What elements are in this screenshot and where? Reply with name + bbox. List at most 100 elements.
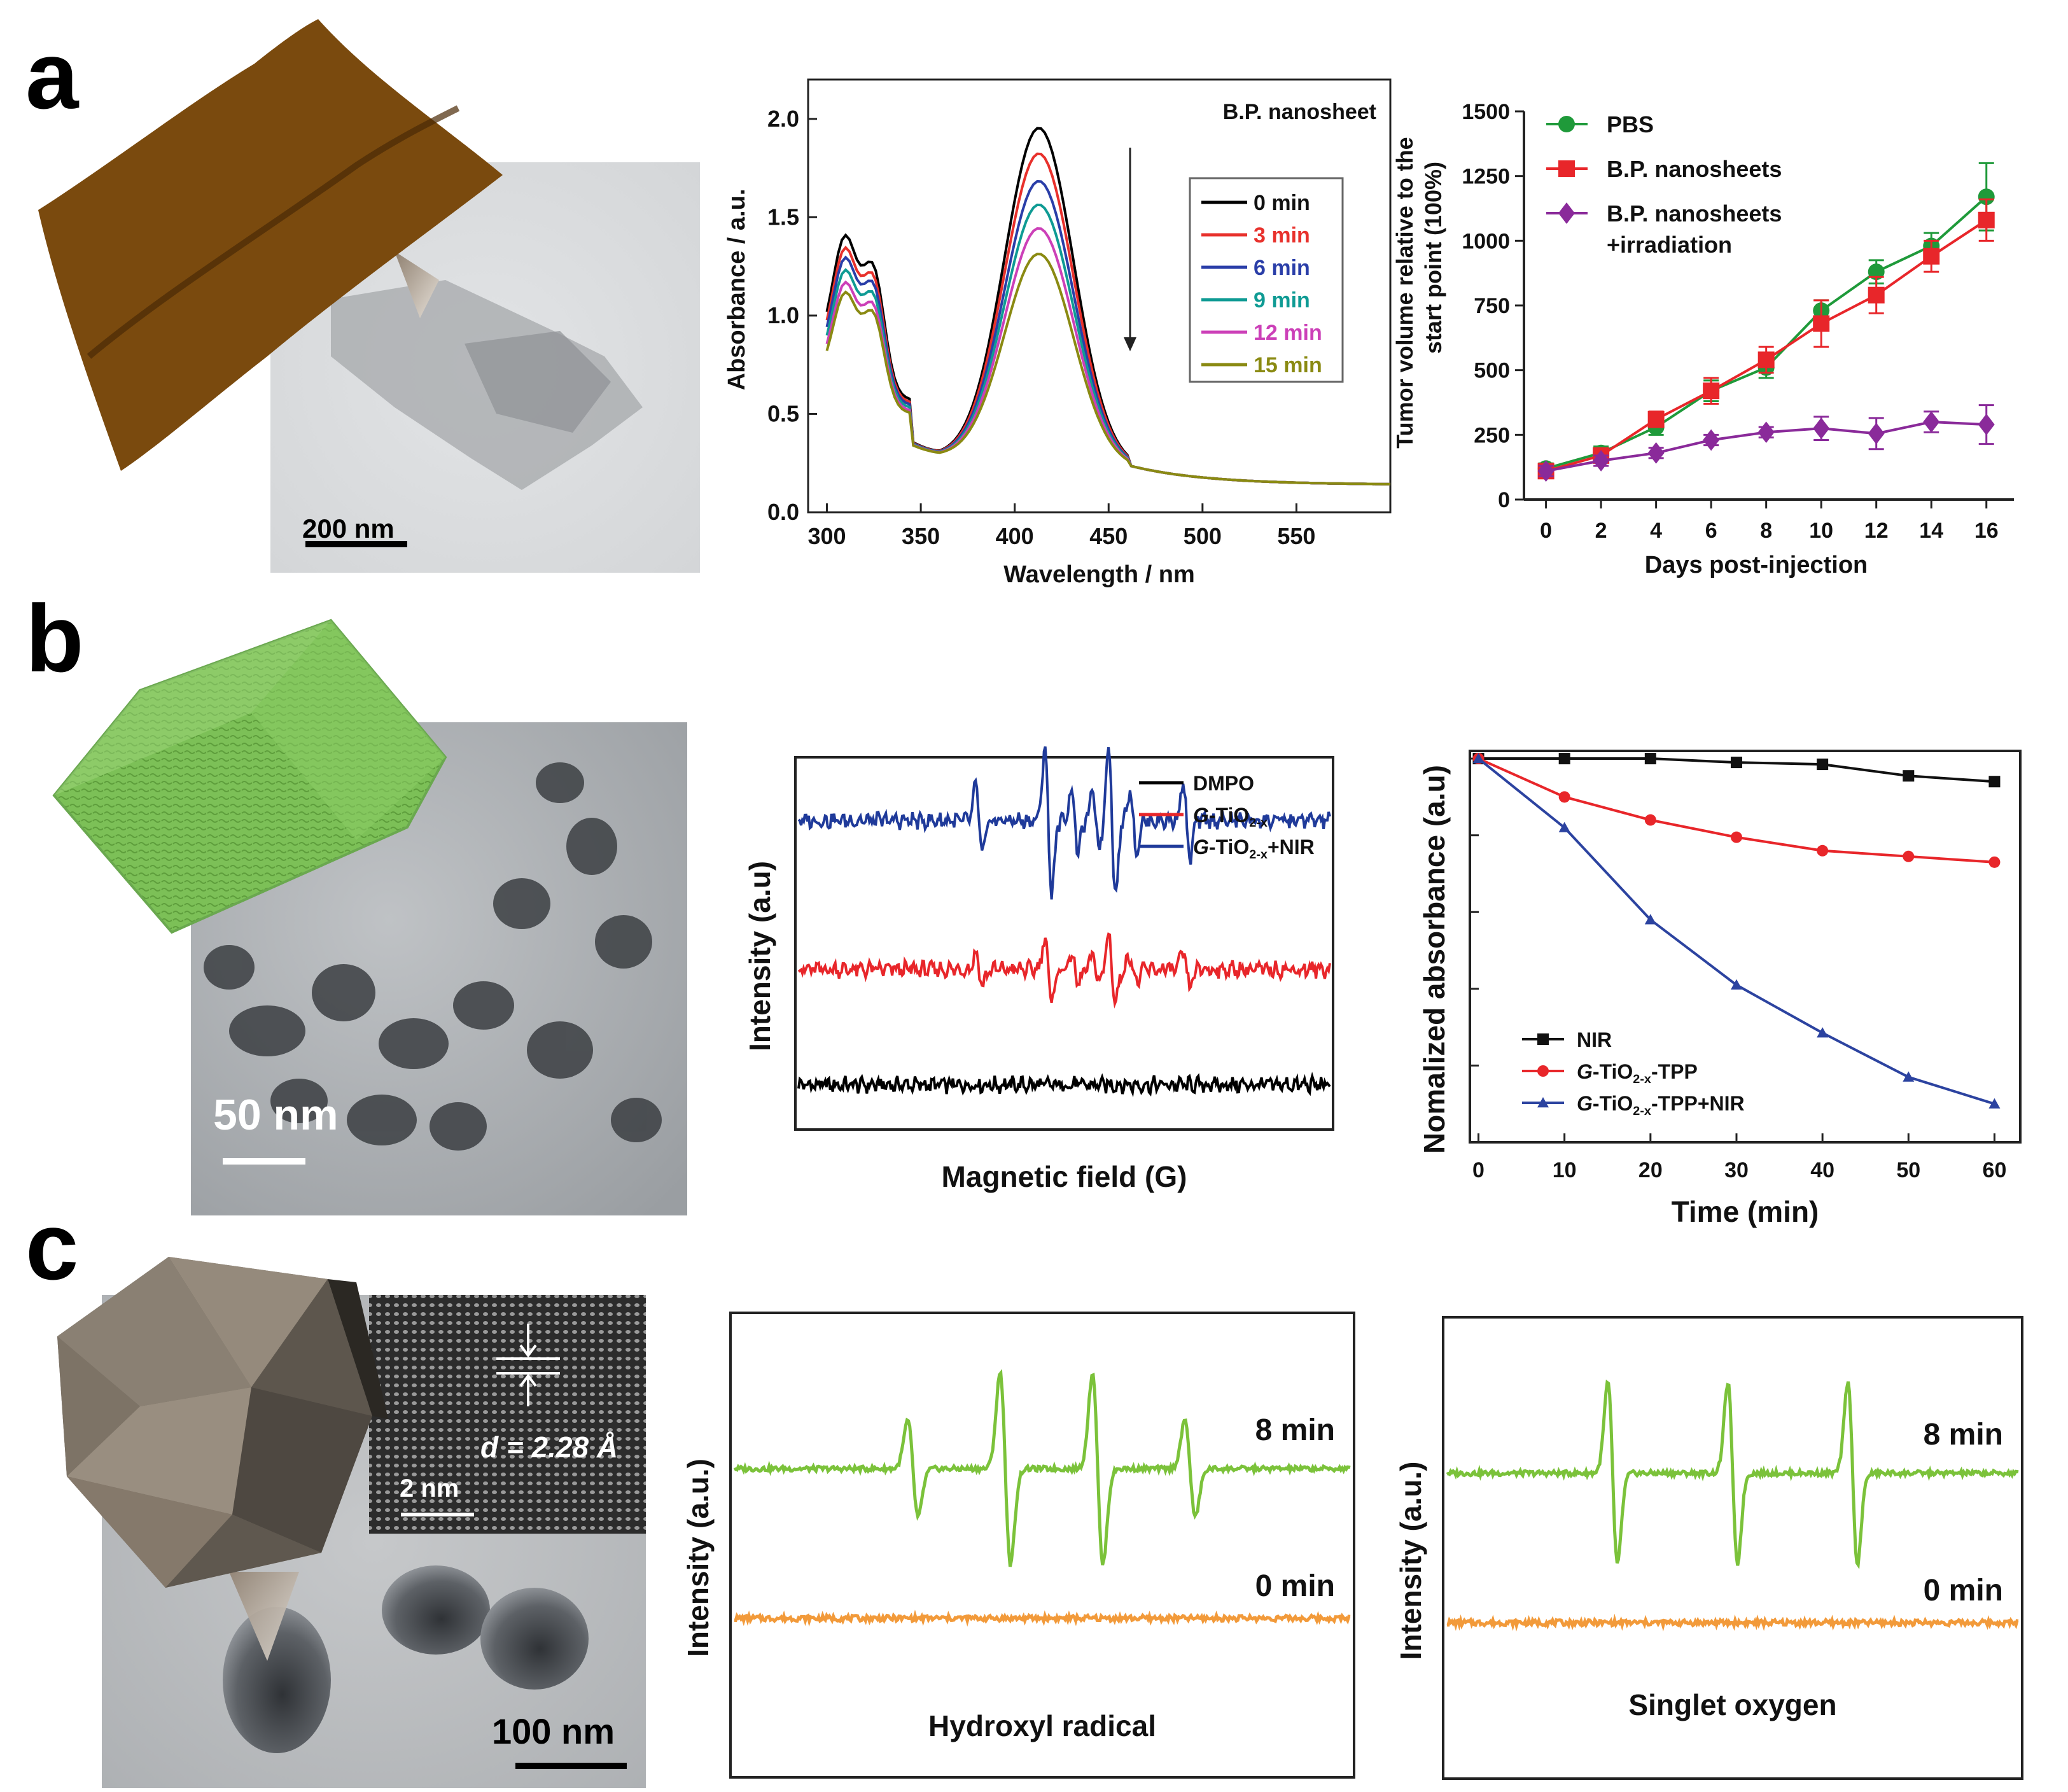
legend-label: B.P. nanosheets bbox=[1607, 200, 1782, 227]
y-tick-label: 1.5 bbox=[767, 204, 799, 230]
data-point bbox=[1644, 914, 1656, 925]
legend-label: G-TiO2-x-TPP+NIR bbox=[1577, 1092, 1745, 1118]
x-tick-label: 300 bbox=[807, 523, 846, 549]
legend-label: G-TiO2-x+NIR bbox=[1193, 836, 1315, 862]
legend-label: DMPO bbox=[1193, 772, 1254, 795]
legend-box bbox=[1189, 177, 1344, 383]
data-point bbox=[1988, 856, 2001, 868]
zoom-cone-c bbox=[229, 1572, 299, 1661]
singlet-oxygen-epr-chart: Intensity (a.u.) 8 min 0 min Singlet oxygen bbox=[1394, 1316, 2023, 1780]
data-point bbox=[1703, 382, 1720, 400]
x-tick-label: 6 bbox=[1705, 519, 1717, 543]
x-tick-label: 8 bbox=[1760, 519, 1772, 543]
x-tick-label: 10 bbox=[1809, 519, 1833, 543]
y-tick-label: 0 bbox=[1498, 488, 1510, 512]
data-point bbox=[1988, 776, 2001, 788]
epr-chart-b: Magnetic field (G) Intensity (a.u) DMPO G-T… bbox=[743, 746, 1334, 1193]
cube-3d-model bbox=[52, 619, 447, 934]
legend-label: 12 min bbox=[1254, 321, 1322, 345]
trace-label: 0 min bbox=[1255, 1569, 1335, 1603]
data-point bbox=[1537, 460, 1554, 482]
y-axis-label: Intensity (a.u.) bbox=[681, 1459, 715, 1657]
data-point bbox=[1757, 351, 1775, 368]
data-point bbox=[1730, 757, 1742, 769]
y-tick-label: 2.0 bbox=[767, 106, 799, 132]
legend-label: G-TiO2-x bbox=[1193, 804, 1268, 830]
y-axis-label: Tumor volume relative to the bbox=[1392, 137, 1418, 448]
lattice-spacing-label: d = 2.28 Å bbox=[480, 1431, 618, 1464]
x-tick-label: 30 bbox=[1724, 1158, 1749, 1182]
x-tick-label: 40 bbox=[1810, 1158, 1834, 1182]
x-tick-label: 50 bbox=[1896, 1158, 1920, 1182]
nanoparticle bbox=[480, 1588, 589, 1690]
data-point bbox=[1813, 315, 1830, 332]
plot-frame bbox=[1469, 750, 2022, 1144]
legend-label: G-TiO2-x-TPP bbox=[1577, 1060, 1698, 1086]
scale-label-a: 200 nm bbox=[302, 514, 395, 543]
spectrum-line bbox=[825, 253, 1391, 486]
data-point bbox=[1923, 248, 1940, 265]
data-point bbox=[1868, 263, 1885, 281]
y-axis-label: Intensity (a.u) bbox=[743, 861, 776, 1051]
x-axis-label: Time (min) bbox=[1672, 1195, 1819, 1228]
legend-label: 6 min bbox=[1254, 256, 1310, 280]
data-point bbox=[1923, 411, 1940, 433]
nanosheet-flake bbox=[465, 331, 611, 433]
data-point bbox=[1903, 1071, 1915, 1082]
x-tick-label: 16 bbox=[1974, 519, 1999, 543]
data-point bbox=[1978, 211, 1995, 228]
data-point bbox=[1558, 822, 1570, 832]
data-point bbox=[1644, 814, 1656, 826]
chart-title: Singlet oxygen bbox=[1628, 1688, 1836, 1721]
data-point bbox=[1978, 414, 1995, 435]
icosahedron-3d-model bbox=[57, 1257, 388, 1588]
y-tick-label: 1500 bbox=[1462, 100, 1510, 124]
y-axis-label: Nomalized absorbance (a.u) bbox=[1418, 765, 1451, 1154]
y-tick-label: 0.5 bbox=[767, 400, 799, 426]
legend-label: 3 min bbox=[1254, 223, 1310, 248]
plot-frame bbox=[794, 756, 1334, 1131]
data-point bbox=[1868, 423, 1885, 445]
data-point bbox=[1817, 844, 1829, 857]
series-line bbox=[1478, 757, 1995, 864]
lattice-markers bbox=[496, 1324, 560, 1406]
scale-label-c: 100 nm bbox=[492, 1711, 615, 1751]
legend-marker bbox=[1537, 1033, 1549, 1045]
nanosheet-3d-model bbox=[38, 19, 503, 471]
scale-label-b: 50 nm bbox=[213, 1091, 339, 1139]
nanoparticle-cluster bbox=[204, 762, 662, 1151]
panel-label-a: a bbox=[25, 22, 80, 129]
x-tick-label: 2 bbox=[1595, 519, 1607, 543]
data-point bbox=[1703, 429, 1720, 451]
x-tick-label: 550 bbox=[1277, 523, 1315, 549]
spectrum-line bbox=[797, 1072, 1331, 1098]
series-line bbox=[1478, 757, 1995, 1105]
legend-label: B.P. nanosheets bbox=[1607, 156, 1782, 182]
absorbance-chart: 300 350 400 450 500 550 0.0 0.5 1.0 1.5 2.0 Wavelen… bbox=[723, 78, 1392, 588]
data-point bbox=[1903, 770, 1915, 782]
data-point bbox=[1647, 410, 1665, 428]
kinetics-chart: 0 10 20 30 40 50 60 Time (min) Nomalized absorba… bbox=[1418, 750, 2022, 1228]
spectrum-line-0min bbox=[1446, 1613, 2019, 1632]
data-point bbox=[1593, 450, 1610, 472]
data-point bbox=[1730, 979, 1742, 990]
x-tick-label: 500 bbox=[1184, 523, 1222, 549]
data-point bbox=[1978, 188, 1995, 206]
data-point bbox=[1558, 791, 1570, 803]
decrease-arrowhead bbox=[1124, 337, 1136, 351]
legend-marker bbox=[1558, 160, 1575, 177]
data-point bbox=[1757, 421, 1775, 444]
legend-label: 0 min bbox=[1254, 191, 1310, 215]
legend-label: 15 min bbox=[1254, 353, 1322, 377]
y-tick-label: 1.0 bbox=[767, 302, 799, 328]
x-axis-label: Magnetic field (G) bbox=[942, 1160, 1187, 1193]
x-tick-label: 20 bbox=[1638, 1158, 1663, 1182]
data-point bbox=[1730, 831, 1742, 843]
legend-label: PBS bbox=[1607, 111, 1654, 137]
x-tick-label: 14 bbox=[1919, 519, 1943, 543]
legend-marker bbox=[1537, 1065, 1549, 1077]
spectrum-line bbox=[797, 746, 1331, 900]
spectrum-line-8min bbox=[1446, 1379, 2019, 1570]
x-axis-label: Days post-injection bbox=[1645, 552, 1868, 578]
